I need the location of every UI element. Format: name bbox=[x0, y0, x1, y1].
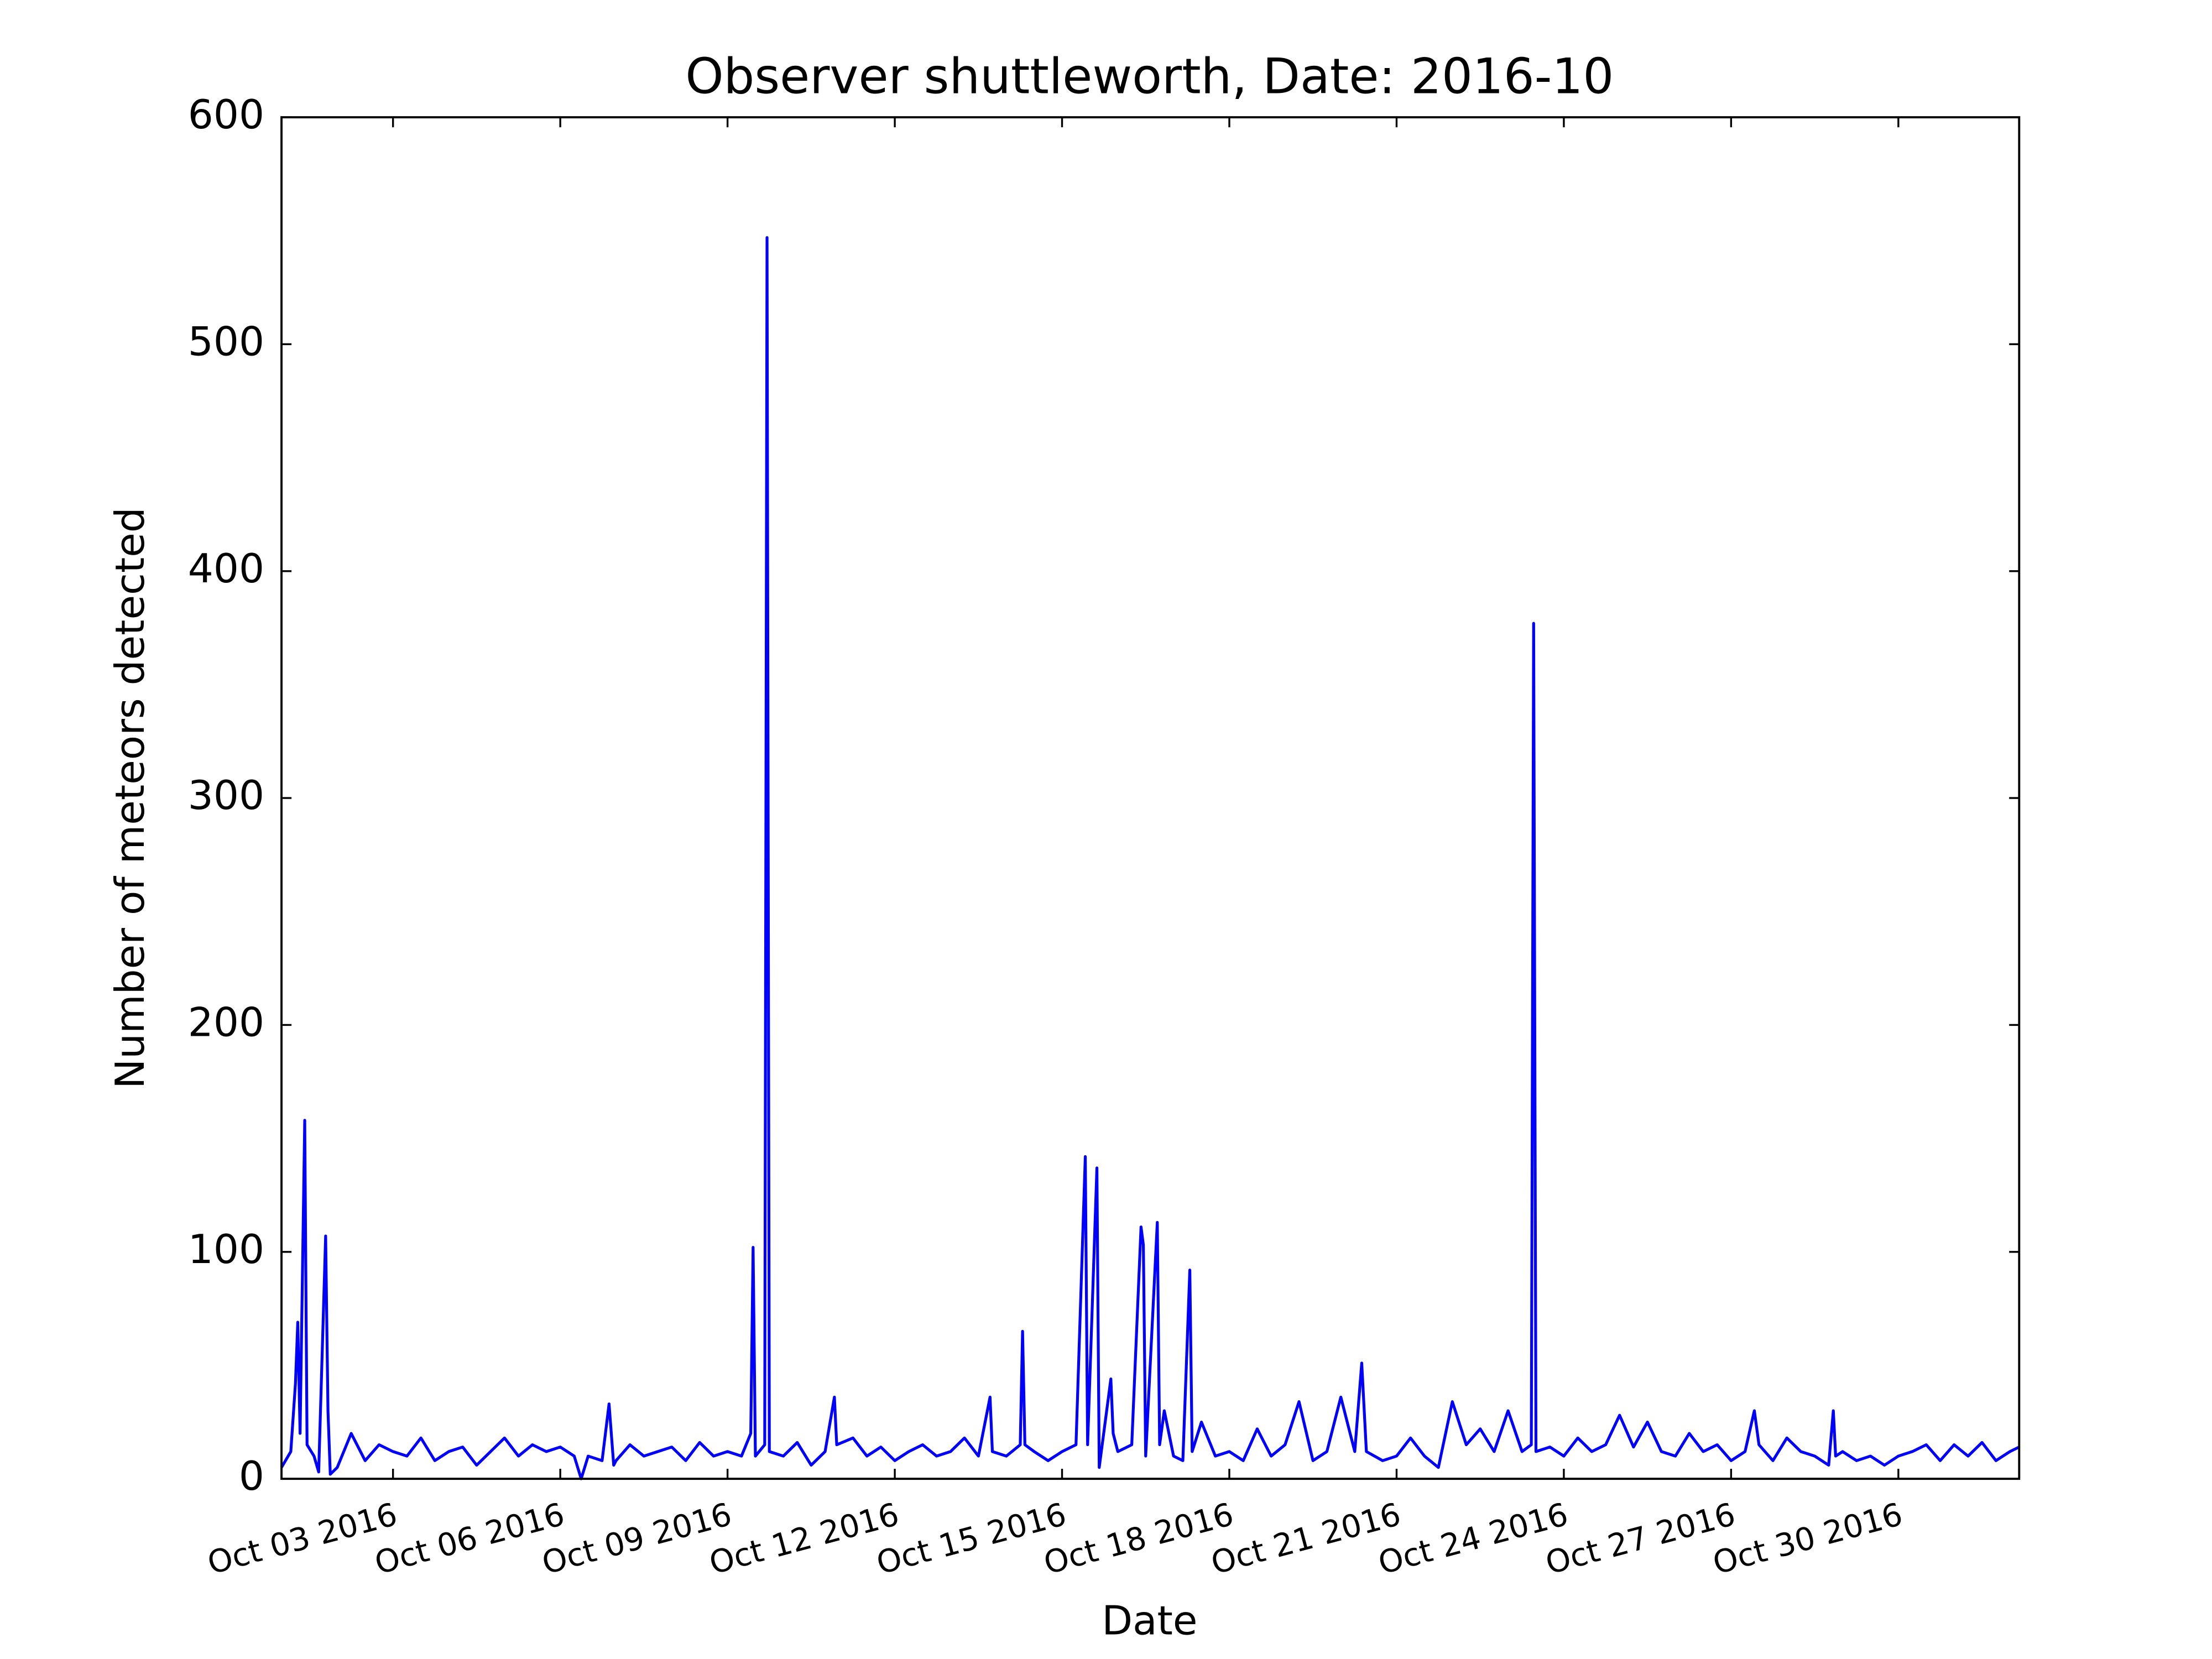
x-tick-label: Oct 30 2016 bbox=[1709, 1496, 1907, 1582]
plot-frame bbox=[280, 116, 2021, 1480]
x-axis-label: Date bbox=[1102, 1598, 1197, 1644]
y-tick-label: 600 bbox=[188, 92, 264, 138]
x-tick-label: Oct 21 2016 bbox=[1207, 1496, 1405, 1582]
y-tick-label: 300 bbox=[188, 773, 264, 819]
chart-title: Observer shuttleworth, Date: 2016-10 bbox=[685, 48, 1614, 105]
x-tick-label: Oct 24 2016 bbox=[1375, 1496, 1572, 1582]
y-axis-label: Number of meteors detected bbox=[107, 507, 154, 1089]
x-tick-label: Oct 09 2016 bbox=[538, 1496, 735, 1582]
x-tick-label: Oct 12 2016 bbox=[706, 1496, 903, 1582]
x-tick-label: Oct 18 2016 bbox=[1040, 1496, 1238, 1582]
x-tick-label: Oct 06 2016 bbox=[371, 1496, 568, 1582]
y-tick-label: 100 bbox=[188, 1227, 264, 1273]
x-tick-label: Oct 15 2016 bbox=[873, 1496, 1070, 1582]
x-tick-label: Oct 27 2016 bbox=[1542, 1496, 1739, 1582]
y-tick-label: 500 bbox=[188, 319, 264, 365]
y-tick-label: 0 bbox=[239, 1453, 264, 1500]
y-tick-label: 200 bbox=[188, 999, 264, 1046]
y-tick-label: 400 bbox=[188, 546, 264, 592]
data-line bbox=[280, 236, 2020, 1480]
x-tick-label: Oct 03 2016 bbox=[204, 1496, 401, 1582]
